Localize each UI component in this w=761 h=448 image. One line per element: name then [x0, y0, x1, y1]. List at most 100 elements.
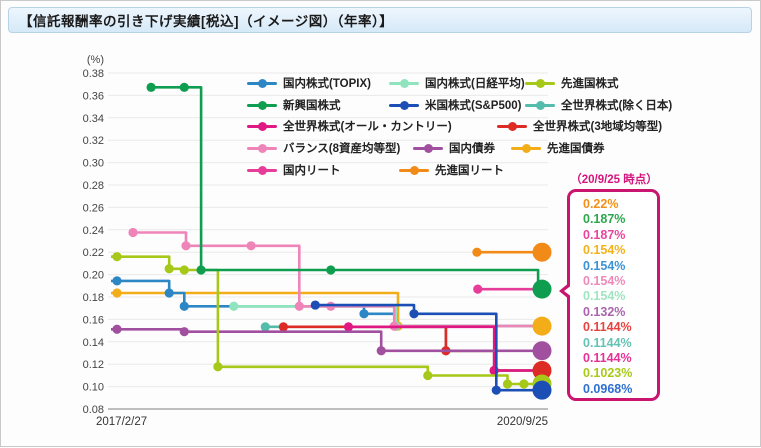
y-axis-tick-label: 0.12: [83, 359, 104, 371]
legend-item: 米国株式(S&P500): [389, 97, 522, 113]
series-point-marker: [519, 379, 529, 389]
legend-item-label: 全世界株式(除く日本): [561, 100, 673, 112]
current-rate-value: 0.1144%: [583, 335, 632, 350]
legend-series-marker-icon: [525, 100, 555, 110]
series-line: [111, 328, 542, 353]
current-rate-value: 0.22%: [583, 197, 619, 211]
series-point-marker: [146, 82, 156, 92]
legend-item-label: 国内株式(日経平均): [425, 78, 525, 90]
series-point-marker: [278, 322, 288, 332]
legend-series-marker-icon: [247, 78, 277, 88]
series-end-marker: [532, 316, 552, 336]
series-point-marker: [179, 265, 189, 275]
series-point-marker: [164, 288, 174, 298]
y-axis-tick-label: 0.32: [83, 135, 104, 147]
y-axis-tick-label: 0.16: [83, 314, 104, 326]
y-axis-tick-label: 0.36: [83, 90, 104, 102]
series-point-marker: [112, 324, 122, 334]
series-point-marker: [472, 247, 482, 257]
current-rates-callout: 0.22% 0.187% 0.187% 0.154% 0.154% 0.154% 0.154…: [559, 189, 660, 401]
series-point-marker: [229, 301, 239, 311]
series-point-marker: [294, 301, 304, 311]
series-end-marker: [532, 380, 552, 400]
y-axis-tick-label: 0.18: [83, 292, 104, 304]
current-rate-value: 0.187%: [583, 212, 626, 227]
series-end-marker: [532, 341, 552, 361]
series-point-marker: [112, 252, 122, 262]
legend-item: 先進国債券: [511, 140, 605, 156]
series-point-marker: [179, 301, 189, 311]
current-rate-value: 0.1023%: [583, 366, 633, 381]
series-point-marker: [359, 309, 369, 319]
page-title-text: 【信託報酬率の引き下げ実績[税込]（イメージ図）（年率）】: [19, 14, 394, 29]
series-point-marker: [376, 346, 386, 356]
series-point-marker: [112, 288, 122, 298]
legend-item: 国内リート: [247, 162, 341, 178]
y-axis-tick-label: 0.38: [83, 68, 104, 80]
legend-series-marker-icon: [497, 121, 527, 131]
annotation-date-label: （20/9/25 時点）: [570, 174, 658, 186]
series-point-marker: [473, 284, 483, 294]
y-axis-tick-label: 0.22: [83, 247, 104, 259]
legend-item: バランス(8資産均等型): [247, 140, 400, 156]
series-end-marker: [532, 242, 552, 262]
series-point-marker: [246, 241, 256, 251]
legend-item-label: 全世界株式(3地域均等型): [533, 121, 663, 133]
legend-item-label: 全世界株式(オール・カントリー): [283, 121, 452, 133]
legend-item-label: 国内リート: [283, 165, 341, 177]
page-title: 【信託報酬率の引き下げ実績[税込]（イメージ図）（年率）】: [8, 7, 752, 33]
series-end-marker: [532, 279, 552, 299]
current-rate-value: 0.154%: [583, 258, 626, 273]
series-line: [111, 291, 542, 328]
y-axis-unit-label: (%): [87, 54, 104, 66]
legend-item: 新興国株式: [247, 97, 341, 113]
series-line: [348, 325, 542, 372]
series-point-marker: [491, 385, 501, 395]
current-rate-value: 0.132%: [583, 304, 626, 319]
legend-item-label: 国内債券: [449, 143, 495, 155]
series-point-marker: [423, 370, 433, 381]
current-rate-value: 0.187%: [583, 227, 626, 242]
x-axis-start-label: 2017/2/27: [96, 416, 147, 428]
current-rate-value: 0.1144%: [583, 320, 632, 335]
y-axis-tick-label: 0.20: [83, 270, 104, 282]
legend-item-label: 先進国債券: [547, 143, 605, 155]
legend-item: 先進国株式: [525, 75, 619, 91]
x-axis-end-label: 2020/9/25: [497, 416, 548, 428]
series-point-marker: [179, 82, 189, 92]
current-rate-value: 0.154%: [583, 289, 626, 304]
series-point-marker: [310, 300, 320, 310]
series-point-marker: [164, 264, 174, 274]
current-rate-value: 0.154%: [583, 243, 626, 258]
legend-series-marker-icon: [247, 121, 277, 131]
legend-item: 国内債券: [413, 140, 495, 156]
legend-item-label: 先進国株式: [561, 78, 619, 90]
y-axis-tick-label: 0.28: [83, 180, 104, 192]
legend-series-marker-icon: [247, 165, 277, 175]
series-point-marker: [213, 362, 223, 372]
series-point-marker: [409, 309, 419, 319]
legend-series-marker-icon: [389, 100, 419, 110]
y-axis-tick-label: 0.08: [83, 404, 104, 416]
legend-series-marker-icon: [389, 78, 419, 88]
y-axis-tick-label: 0.24: [83, 225, 104, 237]
current-rate-value: 0.154%: [583, 273, 626, 288]
legend-series-marker-icon: [525, 78, 555, 88]
series-end-marker: [532, 360, 552, 380]
legend-item-label: 先進国リート: [435, 165, 504, 177]
legend-item: 全世界株式(オール・カントリー): [247, 118, 452, 134]
legend-item-label: バランス(8資産均等型): [283, 143, 401, 155]
legend-item: 全世界株式(除く日本): [525, 97, 672, 113]
series-line: [315, 303, 542, 392]
series-point-marker: [502, 379, 513, 389]
y-axis-tick-label: 0.34: [83, 113, 104, 125]
series-point-marker: [179, 327, 189, 337]
legend-series-marker-icon: [247, 100, 277, 110]
series-point-marker: [128, 227, 138, 238]
y-axis-tick-label: 0.10: [83, 382, 104, 394]
legend-series-marker-icon: [399, 165, 429, 175]
legend-item-label: 国内株式(TOPIX): [283, 78, 371, 90]
legend-item: 全世界株式(3地域均等型): [497, 118, 662, 134]
